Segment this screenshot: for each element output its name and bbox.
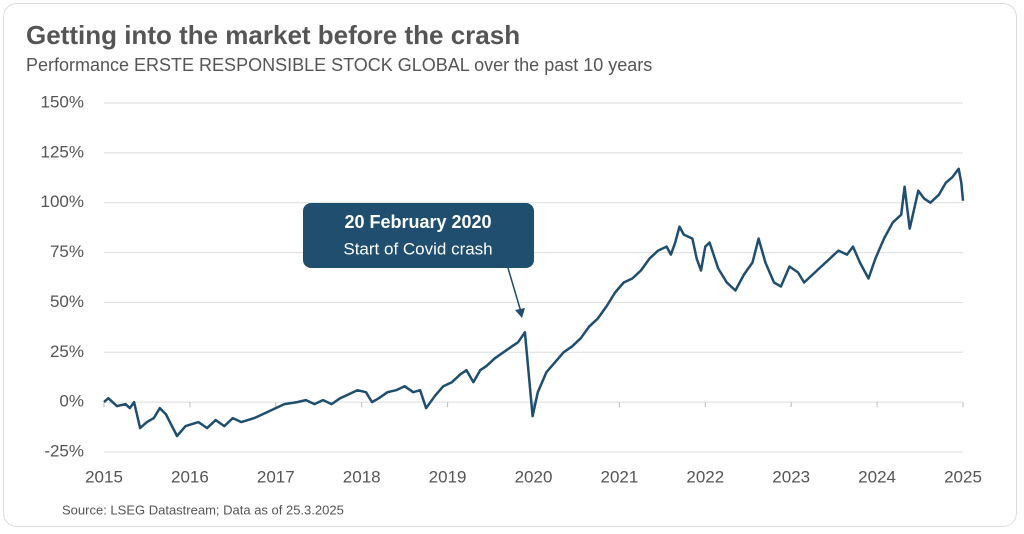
x-tick-label: 2024	[858, 467, 896, 486]
y-tick-label: 25%	[50, 342, 84, 361]
source: Source: LSEG Datastream; Data as of 25.3…	[62, 502, 344, 517]
plot: -25% 0% 25% 50% 75% 100% 125% 150% 2015 2016 2017 2…	[41, 92, 982, 486]
y-tick-label: 100%	[41, 192, 84, 211]
y-tick-label: 50%	[50, 292, 84, 311]
annotation-title: 20 February 2020	[344, 212, 491, 232]
y-tick-label: 125%	[41, 142, 84, 161]
x-tick-label: 2018	[343, 467, 381, 486]
chart-subtitle: Performance ERSTE RESPONSIBLE STOCK GLOB…	[26, 55, 652, 75]
chart-title: Getting into the market before the crash	[26, 20, 520, 50]
y-tick-label: -25%	[44, 441, 84, 460]
x-tick-label: 2019	[429, 467, 467, 486]
x-tick-label: 2021	[600, 467, 638, 486]
y-tick-label: 0%	[59, 392, 84, 411]
y-tick-label: 75%	[50, 242, 84, 261]
x-tick-label: 2016	[171, 467, 209, 486]
x-tick-label: 2022	[686, 467, 724, 486]
x-tick-label: 2015	[85, 467, 123, 486]
annotation-box	[303, 203, 534, 268]
annotation-text: Start of Covid crash	[343, 239, 492, 258]
annotation: 20 February 2020 Start of Covid crash	[303, 203, 534, 318]
x-tick-label: 2023	[772, 467, 810, 486]
arrow-head	[515, 308, 525, 318]
x-tick-label: 2025	[944, 467, 982, 486]
x-tick-label: 2017	[257, 467, 295, 486]
x-tick-label: 2020	[515, 467, 553, 486]
series-line	[103, 167, 965, 438]
card	[3, 3, 1017, 527]
y-tick-label: 150%	[41, 92, 84, 111]
annotation-arrow	[507, 267, 522, 313]
